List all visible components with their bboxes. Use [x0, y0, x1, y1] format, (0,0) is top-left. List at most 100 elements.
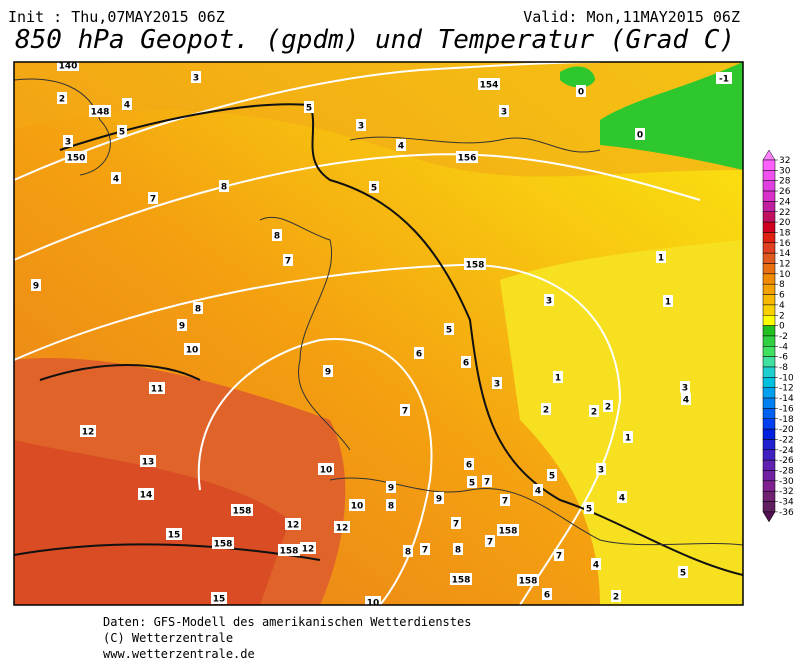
label-box	[554, 549, 564, 561]
label-box	[464, 458, 474, 470]
contour-label: 158	[214, 540, 233, 550]
label-box	[149, 382, 165, 394]
label-box	[122, 98, 132, 110]
scale-label: -32	[779, 487, 794, 497]
scale-label: 6	[779, 291, 785, 301]
contour-label: 158	[233, 507, 252, 517]
scale-band	[762, 428, 776, 440]
temperature-band	[500, 240, 743, 605]
scale-label: 2	[779, 311, 785, 321]
label-box	[482, 475, 492, 487]
label-box	[148, 192, 158, 204]
color-scale: 32302826242220181614121086420-2-4-6-8-10…	[762, 149, 794, 523]
label-box	[219, 180, 229, 192]
contour-label: 3	[193, 74, 199, 84]
scale-label: 24	[779, 197, 791, 207]
contour-label: 15	[168, 531, 181, 541]
contour-label: 7	[487, 538, 493, 548]
contour-label: 2	[605, 403, 611, 413]
label-box	[318, 463, 334, 475]
contour-label: 158	[499, 527, 518, 537]
contour-label: 1	[555, 374, 561, 384]
label-box	[211, 592, 227, 604]
label-box	[596, 463, 606, 475]
contour-label: 158	[519, 577, 538, 587]
contour-label: 8	[195, 305, 201, 315]
contour-label: 3	[598, 466, 604, 476]
scale-band	[762, 449, 776, 461]
contour-label: 158	[452, 576, 471, 586]
scale-label: -28	[779, 467, 794, 477]
contour-label: 5	[306, 104, 312, 114]
contour-label: 15	[213, 595, 226, 605]
label-box	[65, 151, 87, 163]
scale-band	[762, 335, 776, 347]
contour-label: 156	[458, 154, 477, 164]
label-box	[576, 85, 586, 97]
scale-band	[762, 356, 776, 368]
scale-band	[762, 242, 776, 254]
label-box	[386, 499, 396, 511]
label-box	[444, 323, 454, 335]
scale-label: -36	[779, 508, 794, 518]
contour-label: 158	[280, 547, 299, 557]
label-box	[138, 488, 154, 500]
scale-label: -16	[779, 404, 794, 414]
footer-line: www.wetterzentrale.de	[103, 647, 255, 661]
label-box	[57, 62, 79, 71]
contour-label: 1	[625, 434, 631, 444]
label-box	[663, 295, 673, 307]
scale-band	[762, 180, 776, 192]
contour-label: 10	[351, 502, 364, 512]
label-box	[542, 588, 552, 600]
label-box	[323, 365, 333, 377]
scale-label: -4	[779, 342, 788, 352]
contour-label: 5	[549, 472, 555, 482]
init-time: Init : Thu,07MAY2015 06Z	[8, 8, 225, 26]
scale-label: 22	[779, 208, 790, 218]
contour-label: 9	[388, 484, 394, 494]
contour-label: 7	[502, 497, 508, 507]
contour-label: 8	[221, 183, 227, 193]
contour-label: 5	[469, 479, 475, 489]
footer-line: Daten: GFS-Modell des amerikanischen Wet…	[103, 615, 471, 629]
contour-label: 140	[59, 62, 78, 72]
label-box	[193, 302, 203, 314]
valid-time: Valid: Mon,11MAY2015 06Z	[523, 8, 740, 26]
label-box	[63, 135, 73, 147]
label-box	[456, 151, 478, 163]
contour-label: 4	[113, 175, 119, 185]
label-box	[681, 393, 691, 405]
scale-label: 12	[779, 260, 790, 270]
contour-label: 2	[613, 593, 619, 603]
scale-band	[762, 159, 776, 171]
scale-band	[762, 490, 776, 502]
contour-label: 158	[466, 261, 485, 271]
label-box	[453, 543, 463, 555]
label-box	[272, 229, 282, 241]
scale-label: 14	[779, 249, 791, 259]
scale-label: 0	[779, 322, 785, 332]
label-box	[57, 92, 67, 104]
scale-band	[762, 480, 776, 492]
scale-band	[762, 387, 776, 399]
label-box	[478, 78, 500, 90]
contour-label: 8	[274, 232, 280, 242]
contour-label: 13	[142, 458, 155, 468]
label-box	[300, 542, 316, 554]
contour-label: 2	[59, 95, 65, 105]
footer-line: (C) Wetterzentrale	[103, 631, 233, 645]
contour-label: 12	[82, 428, 95, 438]
scale-end	[762, 149, 776, 161]
contour-label: 8	[405, 548, 411, 558]
contour-label: 7	[556, 552, 562, 562]
contour-label: 10	[320, 466, 333, 476]
scale-label: -20	[779, 425, 794, 435]
temperature-band	[14, 440, 290, 605]
label-box	[611, 590, 621, 602]
scale-band	[762, 283, 776, 295]
scale-band	[762, 408, 776, 419]
scale-band	[762, 346, 776, 357]
label-box	[589, 405, 599, 417]
scale-label: 20	[779, 218, 791, 228]
